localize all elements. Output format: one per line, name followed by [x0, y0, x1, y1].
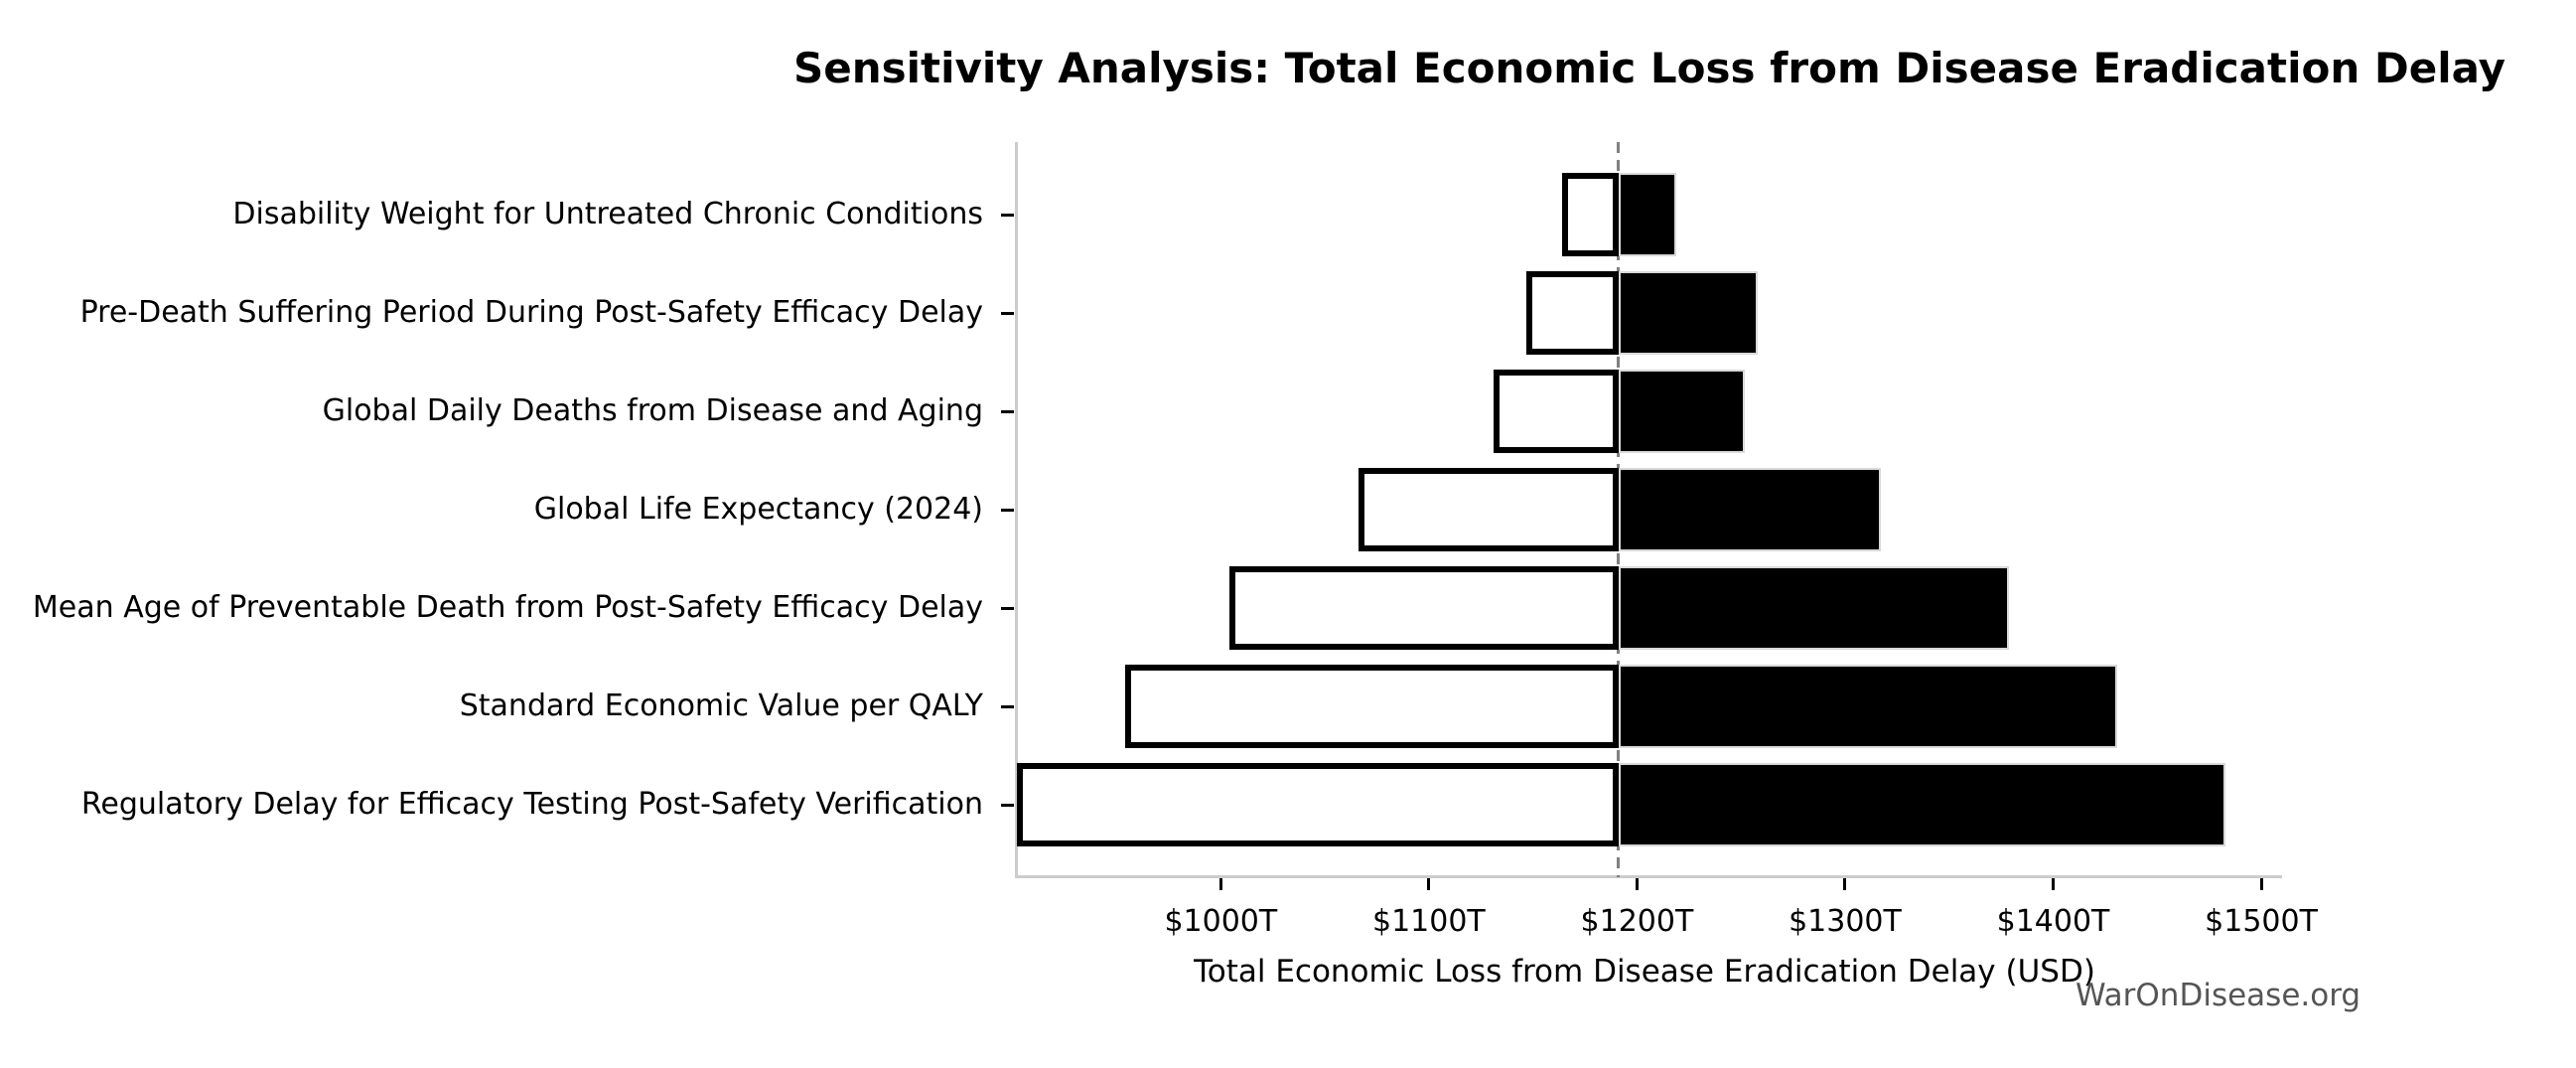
x-tick-3 — [1843, 878, 1847, 890]
bar-high-2 — [1618, 370, 1746, 453]
y-tick-6 — [1001, 803, 1014, 807]
y-tick-label-6: Regulatory Delay for Efficacy Testing Po… — [80, 787, 983, 822]
x-tick-label-4: $1400T — [1996, 904, 2110, 939]
y-tick-3 — [1001, 508, 1014, 512]
bar-low-2 — [1493, 370, 1619, 453]
bar-low-4 — [1228, 566, 1619, 650]
y-tick-4 — [1001, 606, 1014, 610]
x-tick-0 — [1218, 878, 1222, 890]
bar-low-5 — [1124, 665, 1619, 748]
bar-high-3 — [1618, 468, 1881, 551]
bar-low-6 — [1017, 763, 1619, 846]
y-tick-1 — [1001, 311, 1014, 315]
page-title: Sensitivity Analysis: Total Economic Los… — [792, 44, 2506, 92]
bar-high-6 — [1618, 763, 2226, 846]
y-tick-label-0: Disability Weight for Untreated Chronic … — [232, 197, 983, 231]
x-tick-label-1: $1100T — [1371, 904, 1486, 939]
watermark: WarOnDisease.org — [2075, 978, 2361, 1013]
x-tick-label-2: $1200T — [1580, 904, 1694, 939]
x-tick-label-0: $1000T — [1164, 904, 1278, 939]
y-tick-label-4: Mean Age of Preventable Death from Post-… — [32, 590, 983, 625]
y-tick-label-2: Global Daily Deaths from Disease and Agi… — [322, 393, 983, 428]
bar-high-1 — [1618, 271, 1758, 355]
y-tick-label-1: Pre-Death Suffering Period During Post-S… — [79, 295, 983, 330]
bar-high-5 — [1618, 665, 2118, 748]
x-tick-2 — [1635, 878, 1639, 890]
y-tick-2 — [1001, 409, 1014, 413]
bar-low-0 — [1561, 173, 1619, 256]
bar-low-1 — [1526, 271, 1619, 355]
y-tick-0 — [1001, 213, 1014, 217]
y-tick-5 — [1001, 704, 1014, 708]
bar-low-3 — [1358, 468, 1619, 551]
x-axis-label: Total Economic Loss from Disease Eradica… — [1194, 954, 2095, 990]
y-tick-label-3: Global Life Expectancy (2024) — [533, 492, 983, 527]
y-axis-spine — [1015, 142, 1018, 877]
y-tick-label-5: Standard Economic Value per QALY — [459, 688, 983, 723]
bar-high-4 — [1618, 566, 2010, 650]
x-tick-1 — [1427, 878, 1431, 890]
x-tick-label-5: $1500T — [2205, 904, 2318, 939]
bar-high-0 — [1618, 173, 1677, 256]
x-tick-4 — [2052, 878, 2055, 890]
x-tick-label-3: $1300T — [1789, 904, 1902, 939]
x-tick-5 — [2259, 878, 2263, 890]
x-axis-spine — [1015, 875, 2282, 878]
